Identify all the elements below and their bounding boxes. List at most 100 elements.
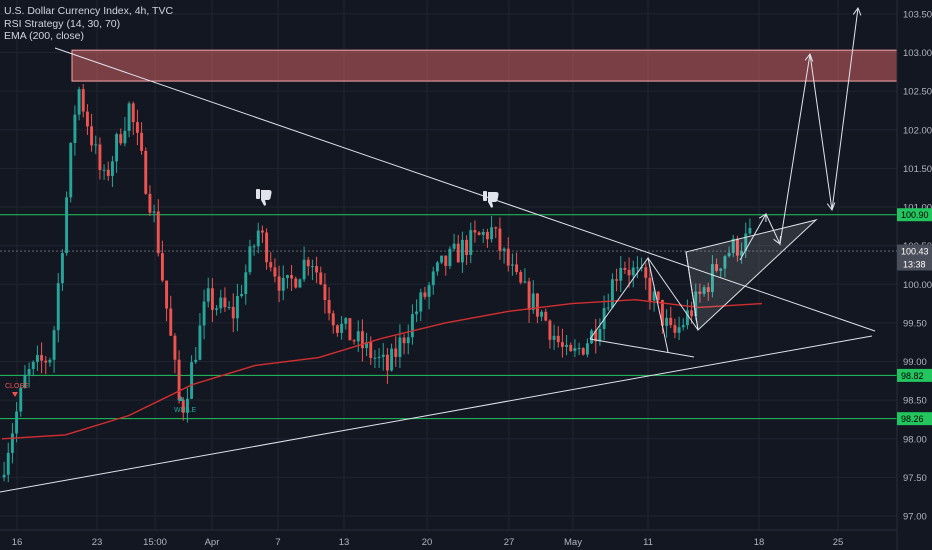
candle-body	[673, 325, 677, 333]
x-tick-label: 7	[275, 537, 280, 548]
candle-body	[223, 297, 227, 308]
y-tick-label: 103.50	[903, 9, 932, 20]
candle-body	[140, 132, 144, 151]
candle-body	[6, 452, 10, 475]
candle-body	[110, 161, 114, 176]
candle-body	[27, 369, 31, 375]
candle-body	[473, 230, 477, 233]
buy-arrow-icon	[178, 396, 184, 401]
level-price-tag: 98.26	[901, 414, 924, 424]
x-tick-label: Apr	[205, 537, 220, 548]
y-tick-label: 100.00	[903, 280, 932, 291]
candle-body	[535, 293, 539, 317]
candle-body	[594, 330, 598, 342]
resistance-zone	[71, 49, 898, 82]
candle-body	[31, 361, 35, 370]
candle-body	[365, 342, 369, 349]
candle-body	[494, 227, 498, 229]
candle-body	[356, 331, 360, 342]
y-tick-label: 99.00	[903, 357, 927, 368]
x-tick-label: 25	[833, 537, 844, 548]
candle-body	[444, 255, 448, 267]
candle-body	[202, 301, 206, 326]
candle-body	[598, 329, 602, 342]
chart-grid	[0, 0, 897, 530]
candle-body	[690, 310, 694, 317]
candle-body	[715, 264, 719, 271]
candle-body	[94, 144, 98, 146]
candle-body	[502, 248, 506, 251]
trend-drawings	[0, 6, 876, 493]
price-axis[interactable]: 97.00 97.50 98.00 98.50 99.00 99.50 100.00 100.…	[896, 0, 932, 550]
thumbs-down-icon	[483, 191, 499, 208]
candle-body	[560, 342, 564, 347]
candle-body	[206, 288, 210, 302]
candle-body	[185, 398, 189, 413]
rsi-strategy-label[interactable]: RSI Strategy (14, 30, 70)	[4, 17, 121, 30]
candle-body	[273, 267, 277, 277]
candle-body	[19, 387, 23, 412]
symbol-title[interactable]: U.S. Dollar Currency Index, 4h, TVC	[4, 5, 174, 17]
candle-body	[23, 374, 27, 388]
candle-body	[744, 233, 748, 251]
time-axis[interactable]: 16 23 15:00 Apr 7 13 20 27 May 11 18 25	[0, 529, 897, 548]
ema-200-line	[1, 298, 763, 440]
y-tick-label: 102.00	[903, 125, 932, 136]
level-price-tag: 100.90	[901, 210, 929, 220]
candle-body	[652, 291, 656, 301]
candle-body	[631, 267, 635, 276]
candle-body	[406, 337, 410, 344]
sell-arrow-icon	[12, 392, 18, 397]
candle-body	[627, 269, 631, 276]
candle-body	[77, 89, 81, 115]
current-price-tag: 100.43	[901, 247, 929, 257]
candle-body	[194, 359, 198, 363]
candle-body	[290, 275, 294, 279]
y-tick-label: 101.00	[903, 203, 932, 214]
buy-marker-label: WHILE	[174, 407, 197, 414]
candle-body	[294, 278, 298, 288]
candle-body	[144, 150, 148, 194]
y-tick-label: 97.00	[903, 512, 927, 523]
candle-body	[181, 399, 185, 413]
candle-body	[748, 227, 752, 234]
candle-body	[98, 144, 102, 170]
candle-body	[706, 287, 710, 292]
ema-label[interactable]: EMA (200, close)	[4, 30, 84, 42]
candle-body	[44, 360, 48, 363]
candle-body	[319, 272, 323, 285]
candle-body	[373, 357, 377, 359]
candle-body	[56, 283, 60, 331]
candle-body	[606, 307, 610, 309]
candle-body	[669, 317, 673, 326]
level-price-tag-bg	[897, 368, 932, 382]
candle-body	[402, 337, 406, 344]
candle-body	[348, 318, 352, 341]
candle-body	[135, 122, 139, 133]
candle-body	[231, 306, 235, 319]
candle-body	[235, 295, 239, 319]
signal-markers: CLOSE WHILE	[5, 383, 197, 414]
candle-body	[665, 317, 669, 326]
candle-body	[198, 325, 202, 360]
candle-body	[219, 297, 223, 309]
candle-body	[148, 193, 152, 213]
candle-body	[298, 279, 302, 288]
candle-body	[735, 238, 739, 256]
candle-body	[256, 230, 260, 247]
candle-body	[323, 284, 327, 301]
candle-body	[310, 266, 314, 268]
x-tick-label: 13	[339, 537, 350, 548]
y-tick-label: 101.50	[903, 164, 932, 175]
candle-body	[506, 248, 510, 266]
candle-body	[477, 232, 481, 235]
candle-body	[69, 142, 73, 198]
candle-body	[248, 246, 252, 273]
candle-body	[623, 267, 627, 270]
candle-body	[252, 246, 256, 248]
ema-200-path	[1, 298, 763, 440]
candle-body	[585, 343, 589, 355]
descending-trendline	[54, 47, 876, 332]
candle-body	[573, 348, 577, 352]
